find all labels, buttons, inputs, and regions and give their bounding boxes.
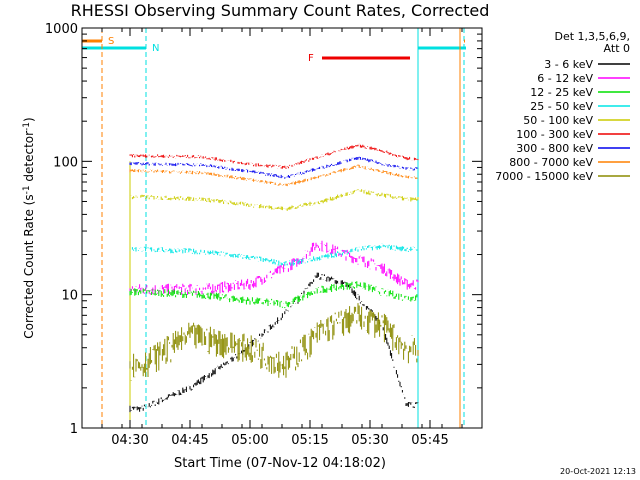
series-1 (129, 240, 419, 295)
series-line-2 (129, 281, 419, 309)
series-line-5 (129, 143, 419, 169)
legend-label-4: 50 - 100 keV (523, 114, 593, 127)
series-2 (129, 281, 419, 309)
x-tick-label-1: 04:45 (171, 433, 208, 448)
flare-label: F (308, 53, 314, 64)
y-tick-label-2: 100 (53, 155, 78, 170)
legend-label-0: 3 - 6 keV (544, 58, 593, 71)
legend-label-1: 6 - 12 keV (537, 72, 593, 85)
y-tick-label-3: 1000 (45, 22, 78, 37)
series-line-1 (129, 240, 419, 295)
chart-title: RHESSI Observing Summary Count Rates, Co… (71, 1, 490, 20)
series-line-4 (129, 189, 419, 211)
x-tick-label-0: 04:30 (111, 433, 148, 448)
night-label: N (152, 43, 159, 54)
y-axis-label-sup2: -1 (22, 122, 32, 131)
y-axis-label-end: ) (22, 117, 36, 122)
axes: 04:30 04:45 05:00 05:15 05:30 05:45 1 10 100 1000 (45, 22, 483, 448)
y-tick-label-1: 10 (61, 289, 78, 304)
legend-label-8: 7000 - 15000 keV (495, 170, 593, 183)
x-axis-label: Start Time (07-Nov-12 04:18:02) (174, 456, 386, 471)
series-8 (129, 303, 419, 381)
x-tick-label-2: 05:00 (231, 433, 268, 448)
series-line-8 (129, 303, 419, 381)
legend-header-1: Det 1,3,5,6,9, (554, 30, 630, 43)
x-tick-label-4: 05:30 (351, 433, 388, 448)
y-tick-label-0: 1 (70, 422, 78, 437)
plot-area: S N F (82, 28, 466, 428)
timestamp: 20-Oct-2021 12:13 (560, 467, 636, 476)
y-axis-label-main: Corrected Count Rate (s (22, 194, 36, 338)
y-axis-label: Corrected Count Rate (s-1 detector-1) (22, 117, 36, 338)
series-7 (129, 164, 419, 187)
series-line-3 (129, 243, 419, 266)
series-line-7 (129, 164, 419, 187)
legend-label-5: 100 - 300 keV (516, 128, 593, 141)
legend-label-3: 25 - 50 keV (530, 100, 593, 113)
legend-label-7: 800 - 7000 keV (509, 156, 593, 169)
series-6 (129, 156, 419, 179)
x-tick-label-5: 05:45 (411, 433, 448, 448)
legend-header-2: Att 0 (604, 42, 630, 55)
saa-label: S (108, 36, 114, 47)
y-axis-label-sup1: -1 (22, 185, 32, 194)
series-4 (129, 189, 419, 211)
series-3 (129, 243, 419, 266)
series-line-6 (129, 156, 419, 179)
legend-label-2: 12 - 25 keV (530, 86, 593, 99)
series-5 (129, 143, 419, 169)
x-tick-label-3: 05:15 (291, 433, 328, 448)
legend-label-6: 300 - 800 keV (516, 142, 593, 155)
y-axis-label-mid: detector (22, 131, 36, 186)
